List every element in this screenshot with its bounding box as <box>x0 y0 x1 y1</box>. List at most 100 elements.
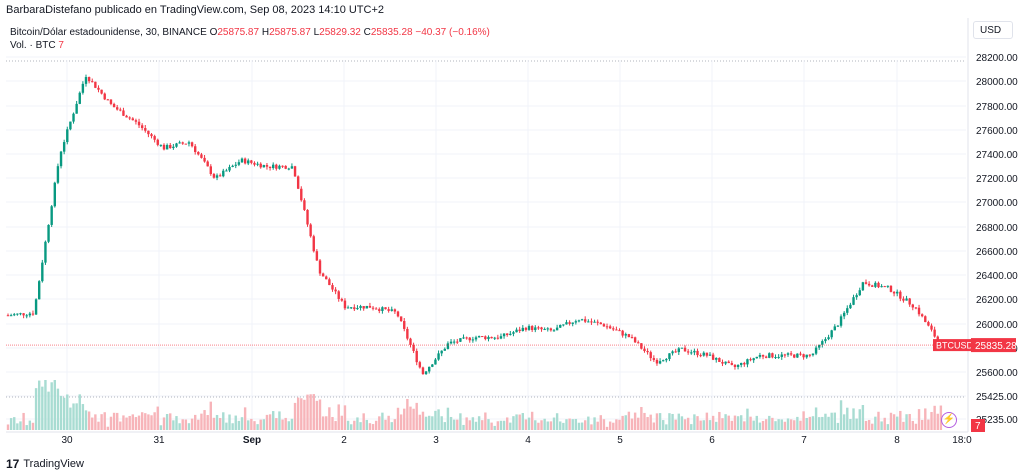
last-price-axis-tag <box>971 338 1016 353</box>
volume-bar <box>683 419 687 430</box>
volume-bar <box>78 394 81 430</box>
volume-bar <box>287 421 290 430</box>
volume-bar <box>212 417 216 430</box>
volume-bar <box>159 425 163 430</box>
candle-body <box>727 361 730 364</box>
candle-body <box>699 355 702 357</box>
volume-bar <box>100 414 103 430</box>
volume-bar <box>293 402 297 430</box>
volume-bar <box>571 419 574 430</box>
candle-body <box>284 165 287 169</box>
volume-bar <box>184 419 188 430</box>
candle-body <box>805 354 808 358</box>
x-tick-label: 3 <box>433 435 439 446</box>
candle-body <box>621 330 624 336</box>
volume-bar <box>711 415 715 430</box>
candle-body <box>590 321 593 323</box>
candle-body <box>711 354 715 360</box>
candle-body <box>471 339 475 341</box>
candle-body <box>874 282 877 287</box>
volume-bar <box>106 426 110 430</box>
volume-bar <box>272 411 275 430</box>
volume-label[interactable]: Vol. · BTC <box>10 40 56 51</box>
candle-body <box>178 142 181 144</box>
candle-body <box>25 315 28 317</box>
volume-bar <box>743 421 746 430</box>
volume-bar <box>515 414 518 430</box>
volume-bar <box>771 417 774 430</box>
volume-bar <box>640 407 643 430</box>
candle-body <box>374 308 378 310</box>
volume-bar <box>758 422 762 430</box>
candle-body <box>596 321 599 323</box>
candle-body <box>839 316 843 326</box>
candle-body <box>359 306 362 308</box>
candle-body <box>506 333 509 336</box>
candle-body <box>718 357 721 363</box>
candle-body <box>262 165 266 168</box>
volume-bar <box>228 414 231 430</box>
candle-body <box>671 351 674 354</box>
candle-body <box>356 307 359 310</box>
volume-bar <box>471 417 475 430</box>
candle-body <box>409 338 412 345</box>
candle-body <box>568 322 571 324</box>
volume-bar <box>796 416 799 430</box>
open-label: O <box>209 27 218 38</box>
candle-body <box>708 354 712 356</box>
candle-body <box>914 307 918 309</box>
x-tick-label: 4 <box>525 435 531 446</box>
candle-body <box>84 77 88 84</box>
volume-bar <box>362 413 365 430</box>
volume-bar <box>677 413 680 430</box>
candle-body <box>459 338 462 342</box>
volume-bar <box>755 415 758 430</box>
volume-bar <box>849 419 852 430</box>
candle-body <box>652 358 656 360</box>
volume-bar <box>496 421 500 430</box>
volume-bar <box>490 422 493 430</box>
volume-bar <box>34 388 38 430</box>
candle-body <box>580 319 584 321</box>
volume-bar <box>521 413 524 430</box>
volume-bar <box>814 407 818 430</box>
lightning-icon[interactable]: ⚡ <box>941 412 957 428</box>
close-value: 25835.28 <box>370 27 413 38</box>
symbol-name[interactable]: Bitcoin/Dólar estadounidense, 30, BINANC… <box>10 27 207 38</box>
volume-bar <box>384 419 387 430</box>
candle-body <box>128 117 131 119</box>
volume-bar <box>924 408 927 430</box>
candle-body <box>618 330 621 332</box>
volume-bar <box>799 420 802 430</box>
volume-bar <box>440 416 443 430</box>
tradingview-logo-icon[interactable]: 17 <box>6 457 20 471</box>
volume-bar <box>487 419 490 430</box>
volume-bar <box>821 416 824 430</box>
candle-body <box>665 359 668 361</box>
volume-bar <box>262 419 266 430</box>
volume-bar <box>580 422 584 430</box>
candle-body <box>452 341 456 343</box>
volume-bar <box>802 411 805 430</box>
open-value: 25875.87 <box>217 27 260 38</box>
candle-body <box>28 313 32 316</box>
candle-body <box>16 313 19 315</box>
candle-body <box>771 353 774 358</box>
candle-body <box>777 356 780 358</box>
currency-button[interactable]: USD <box>973 21 1013 39</box>
candle-body <box>793 354 796 358</box>
volume-bar <box>356 417 359 430</box>
volume-bar <box>637 417 640 430</box>
volume-bar <box>50 382 53 430</box>
candle-body <box>41 262 44 282</box>
volume-bar <box>325 416 328 430</box>
volume-bar <box>449 416 453 430</box>
volume-bar <box>390 422 393 430</box>
y-tick-label: 26000.00 <box>976 320 1018 331</box>
volume-bar <box>187 423 191 430</box>
volume-bar <box>920 419 924 430</box>
tradingview-brand[interactable]: TradingView <box>23 458 84 470</box>
x-tick-label: 8 <box>894 435 900 446</box>
candle-body <box>930 325 933 330</box>
